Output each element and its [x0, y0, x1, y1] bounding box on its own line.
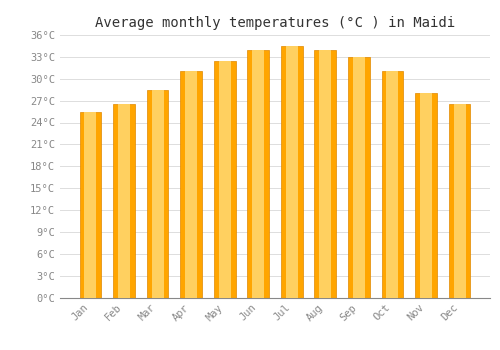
Bar: [80, 112, 102, 298]
Bar: [353, 57, 365, 298]
Bar: [118, 104, 130, 298]
Bar: [248, 50, 269, 298]
Bar: [415, 93, 437, 298]
Bar: [252, 50, 264, 298]
Bar: [382, 71, 404, 298]
Bar: [448, 104, 470, 298]
Title: Average monthly temperatures (°C ) in Maidi: Average monthly temperatures (°C ) in Ma…: [95, 16, 455, 30]
Bar: [218, 61, 230, 298]
Bar: [454, 104, 466, 298]
Bar: [314, 50, 336, 298]
Bar: [386, 71, 398, 298]
Bar: [420, 93, 432, 298]
Bar: [84, 112, 96, 298]
Bar: [180, 71, 202, 298]
Bar: [348, 57, 370, 298]
Bar: [152, 90, 164, 298]
Bar: [146, 90, 169, 298]
Bar: [113, 104, 135, 298]
Bar: [286, 46, 298, 298]
Bar: [214, 61, 236, 298]
Bar: [320, 50, 332, 298]
Bar: [185, 71, 197, 298]
Bar: [281, 46, 302, 298]
